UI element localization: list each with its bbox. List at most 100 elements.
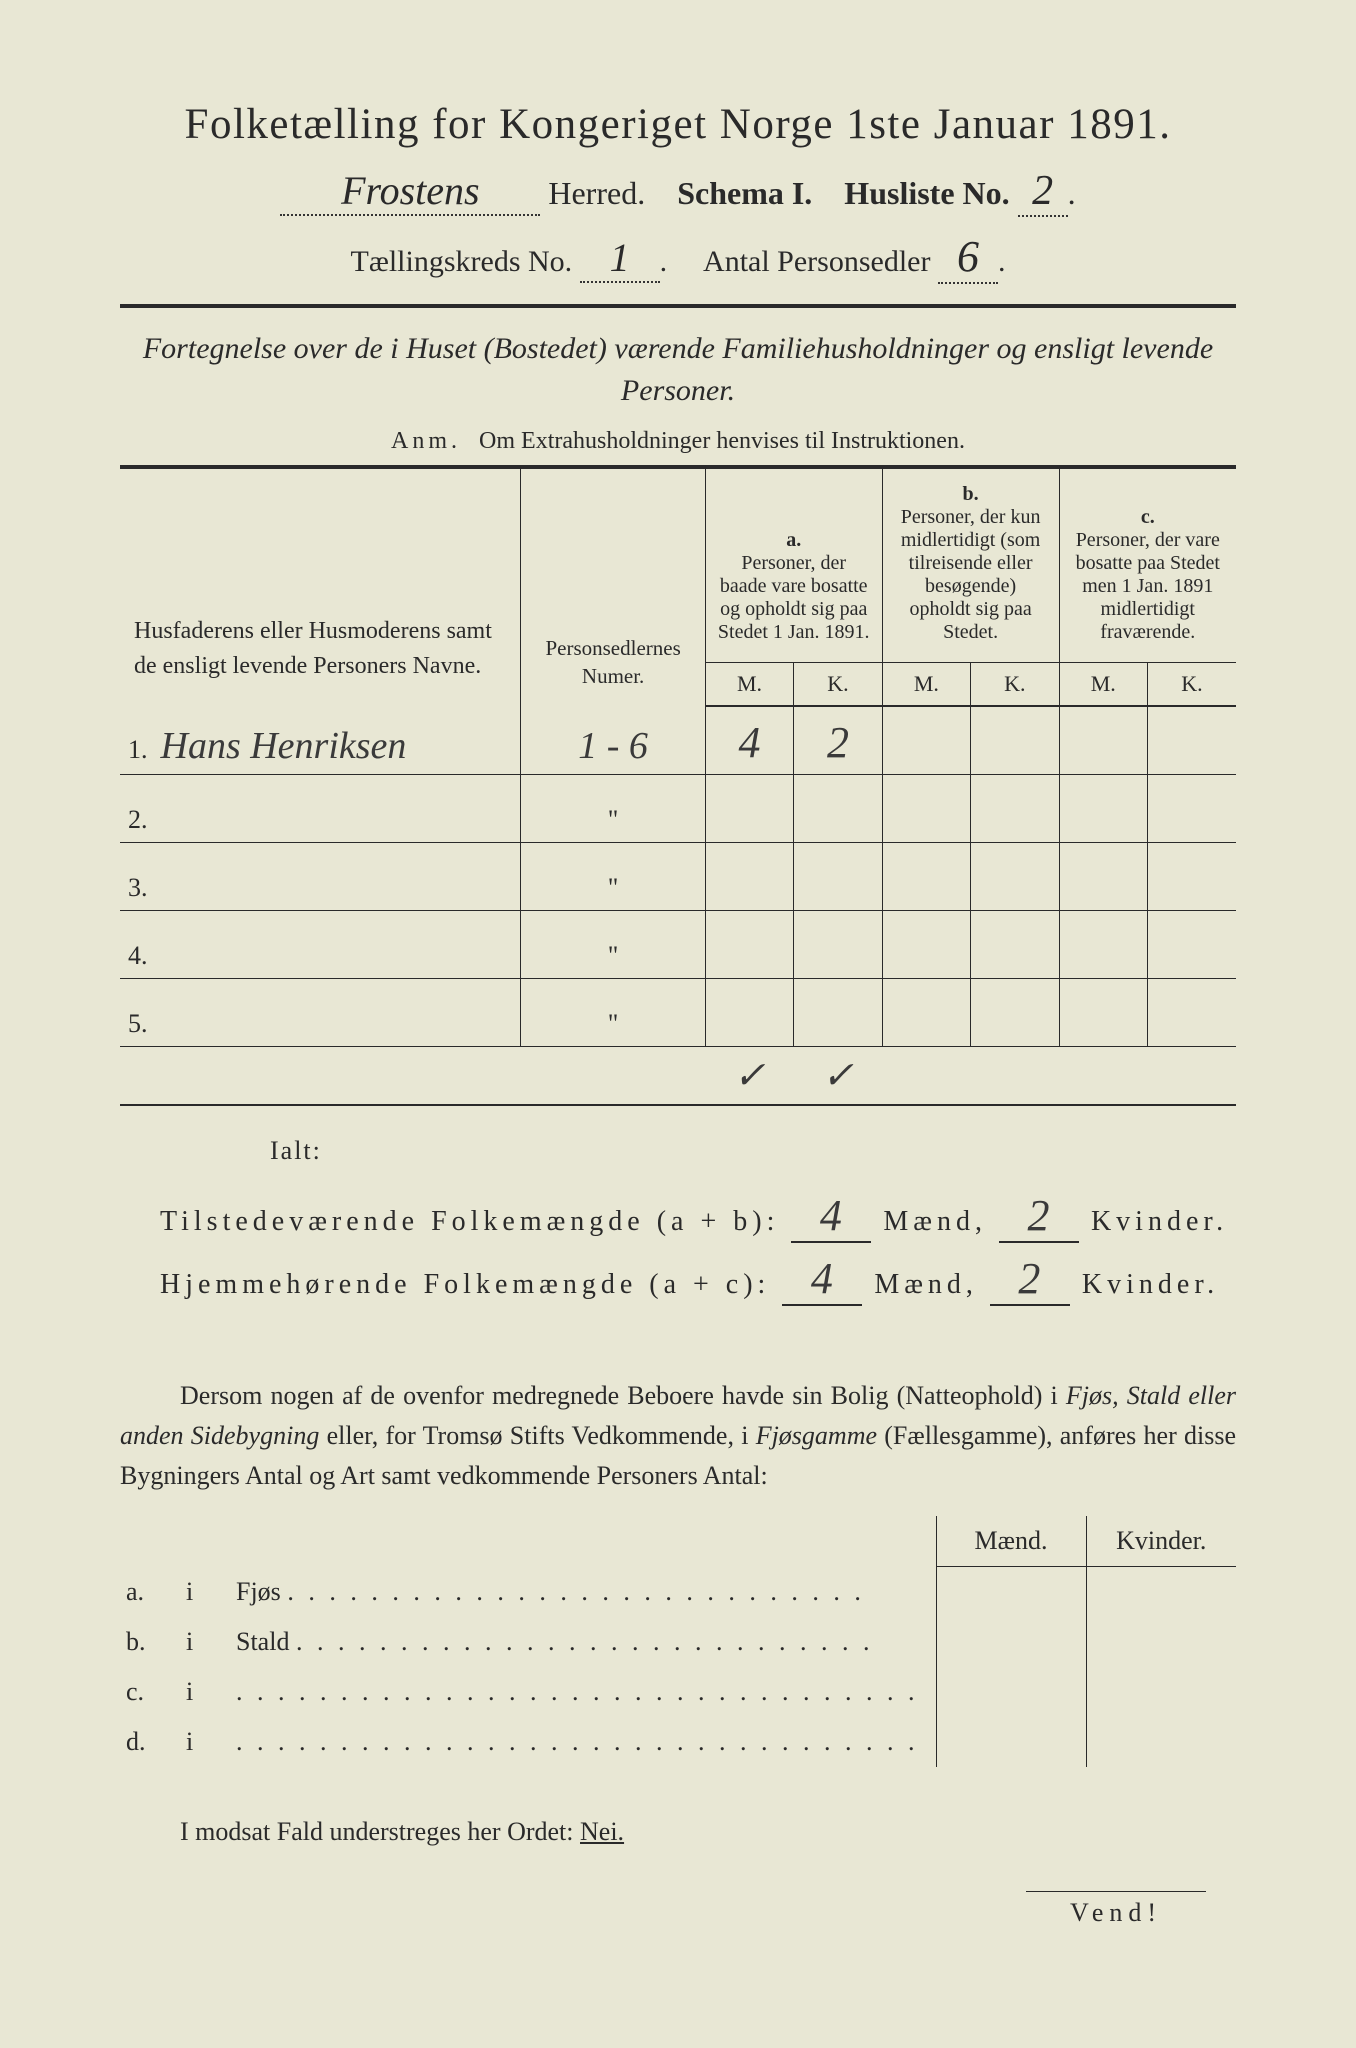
col-c-letter: c. — [1141, 506, 1155, 528]
maend-label: Mænd, — [883, 1206, 987, 1237]
b-k-val — [971, 706, 1059, 774]
para-p2: eller, for Tromsø Stifts Vedkommende, i — [319, 1421, 755, 1450]
checkmark-row: ✓ ✓ — [120, 1046, 1236, 1105]
modsat-text: I modsat Fald understreges her Ordet: — [180, 1817, 580, 1846]
personsedler-value-handwritten: 6 — [938, 231, 998, 284]
col-a-letter: a. — [786, 529, 801, 551]
nei-underlined: Nei. — [580, 1817, 624, 1846]
divider-rule — [120, 304, 1236, 308]
hjemme-line: Hjemmehørende Folkemængde (a + c): 4 Mæn… — [120, 1253, 1236, 1306]
building-row: b. i Stald . . . . . . . . . . . . . . .… — [120, 1617, 1236, 1667]
dots: . . . . . . . . . . . . . . . . . . . . … — [236, 1727, 919, 1756]
husliste-number-handwritten: 2 — [1018, 167, 1068, 217]
kreds-line: Tællingskreds No. 1. Antal Personsedler … — [120, 231, 1236, 284]
row-i: i — [180, 1717, 230, 1767]
col-b-text: Personer, der kun midlertidigt (som tilr… — [901, 506, 1041, 643]
anm-text: Om Extrahusholdninger henvises til Instr… — [479, 428, 965, 454]
kvinder-header: Kvinder. — [1086, 1516, 1236, 1567]
row-letter: b. — [120, 1617, 180, 1667]
building-table: Mænd. Kvinder. a. i Fjøs . . . . . . . .… — [120, 1516, 1236, 1767]
para-p1: Dersom nogen af de ovenfor medregnede Be… — [180, 1381, 1066, 1410]
modsat-line: I modsat Fald understreges her Ordet: Ne… — [120, 1817, 1236, 1847]
dots: . . . . . . . . . . . . . . . . . . . . … — [236, 1677, 919, 1706]
row-i: i — [180, 1667, 230, 1717]
dots: . . . . . . . . . . . . . . . . . . . . … — [296, 1627, 874, 1656]
herred-label: Herred. — [548, 175, 645, 211]
ditto-mark: " — [608, 1009, 619, 1038]
husliste-label: Husliste No. — [844, 175, 1009, 211]
hjemme-label: Hjemmehørende Folkemængde (a + c): — [160, 1269, 770, 1300]
c-k-val — [1147, 706, 1236, 774]
check-a-k: ✓ — [822, 1055, 854, 1097]
maend-header: Mænd. — [936, 1516, 1086, 1567]
col-b-letter: b. — [963, 483, 979, 505]
col-c-text: Personer, der vare bosatte paa Stedet me… — [1076, 529, 1220, 643]
page-title: Folketælling for Kongeriget Norge 1ste J… — [120, 100, 1236, 149]
tilstede-kvinder-val: 2 — [1027, 1191, 1050, 1240]
col-names-header: Husfaderens eller Husmoderens samt de en… — [120, 467, 521, 706]
row-num: 4. — [128, 941, 148, 970]
kreds-number-handwritten: 1 — [580, 234, 660, 283]
tilstede-line: Tilstedeværende Folkemængde (a + b): 4 M… — [120, 1190, 1236, 1243]
table-row: 4. " — [120, 910, 1236, 978]
ditto-mark: " — [608, 873, 619, 902]
check-a-m: ✓ — [734, 1055, 766, 1097]
table-row: 3. " — [120, 842, 1236, 910]
row-num: 3. — [128, 873, 148, 902]
row-label: Fjøs — [236, 1577, 281, 1606]
row-letter: c. — [120, 1667, 180, 1717]
col-b-header: b. Personer, der kun midlertidigt (som t… — [882, 467, 1059, 663]
para-i2: Fjøsgamme — [756, 1421, 877, 1450]
col-a-header: a. Personer, der baade vare bosatte og o… — [705, 467, 882, 663]
a-m-val: 4 — [739, 718, 761, 767]
col-b-k: K. — [971, 663, 1059, 707]
col1-header-text: Husfaderens eller Husmoderens samt de en… — [134, 618, 492, 679]
row-letter: a. — [120, 1567, 180, 1617]
anm-label: Anm. — [391, 428, 461, 454]
kreds-label: Tællingskreds No. — [351, 245, 573, 278]
ditto-mark: " — [608, 941, 619, 970]
household-table: Husfaderens eller Husmoderens samt de en… — [120, 465, 1236, 1106]
col2-header-text: Personsedlernes Numer. — [545, 636, 680, 687]
ditto-mark: " — [608, 805, 619, 834]
anm-note: Anm. Om Extrahusholdninger henvises til … — [120, 428, 1236, 455]
maend-label: Mænd, — [874, 1269, 978, 1300]
row-num: 1. — [128, 735, 148, 764]
building-row: a. i Fjøs . . . . . . . . . . . . . . . … — [120, 1567, 1236, 1617]
dots: . . . . . . . . . . . . . . . . . . . . … — [287, 1577, 865, 1606]
kvinder-label: Kvinder. — [1082, 1269, 1219, 1300]
tilstede-label: Tilstedeværende Folkemængde (a + b): — [160, 1206, 779, 1237]
col-c-m: M. — [1059, 663, 1147, 707]
col-a-text: Personer, der baade vare bosatte og opho… — [718, 552, 870, 643]
name-handwritten: Hans Henriksen — [161, 725, 407, 767]
row-num: 2. — [128, 805, 148, 834]
c-m-val — [1059, 706, 1147, 774]
ialt-label: Ialt: — [270, 1136, 1236, 1166]
col-a-m: M. — [705, 663, 793, 707]
personsedler-val: 1 - 6 — [578, 725, 648, 767]
census-form-page: Folketælling for Kongeriget Norge 1ste J… — [0, 0, 1356, 2048]
hjemme-maend-val: 4 — [811, 1254, 834, 1303]
row-i: i — [180, 1567, 230, 1617]
personsedler-label: Antal Personsedler — [703, 245, 930, 278]
fortegnelse-heading: Fortegnelse over de i Huset (Bostedet) v… — [120, 328, 1236, 412]
kvinder-label: Kvinder. — [1091, 1206, 1228, 1237]
tilstede-maend-val: 4 — [820, 1191, 843, 1240]
a-k-val: 2 — [827, 718, 849, 767]
table-row: 5. " — [120, 978, 1236, 1046]
herred-name-handwritten: Frostens — [280, 167, 540, 216]
row-i: i — [180, 1617, 230, 1667]
b-m-val — [882, 706, 970, 774]
table-row: 2. " — [120, 774, 1236, 842]
col-c-k: K. — [1147, 663, 1236, 707]
col-b-m: M. — [882, 663, 970, 707]
building-row: d. i . . . . . . . . . . . . . . . . . .… — [120, 1717, 1236, 1767]
building-row: c. i . . . . . . . . . . . . . . . . . .… — [120, 1667, 1236, 1717]
instructions-paragraph: Dersom nogen af de ovenfor medregnede Be… — [120, 1376, 1236, 1497]
herred-line: Frostens Herred. Schema I. Husliste No. … — [120, 167, 1236, 217]
row-label: Stald — [236, 1627, 289, 1656]
col-a-k: K. — [794, 663, 882, 707]
row-num: 5. — [128, 1009, 148, 1038]
col-personsedler-header: Personsedlernes Numer. — [521, 467, 705, 706]
vend-label: Vend! — [1026, 1891, 1206, 1928]
